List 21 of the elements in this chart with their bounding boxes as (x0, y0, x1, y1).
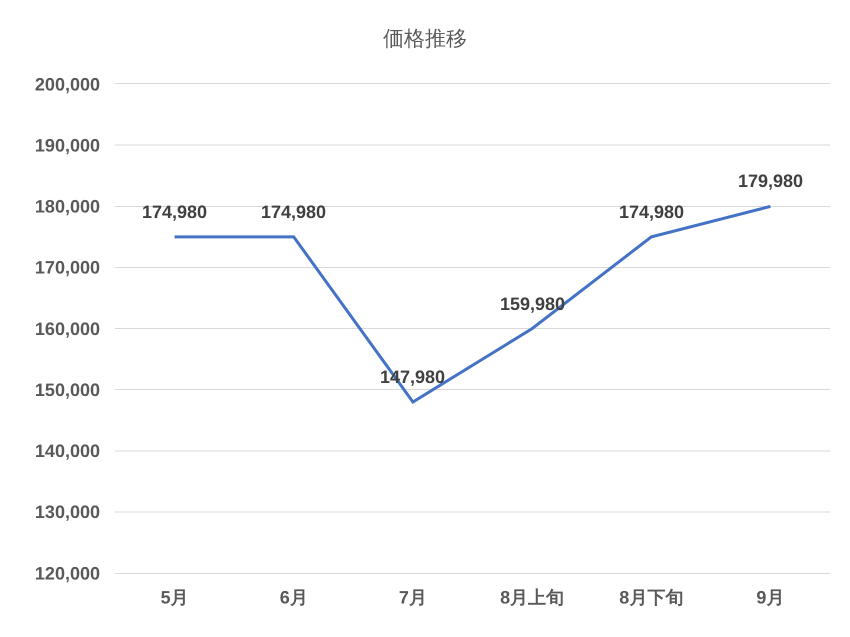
data-label: 174,980 (142, 202, 208, 222)
x-tick-label: 5月 (160, 588, 189, 608)
x-tick-label: 7月 (398, 588, 427, 608)
y-tick-label: 120,000 (34, 563, 100, 584)
y-tick-label: 140,000 (34, 441, 100, 462)
x-tick-label: 6月 (280, 588, 308, 608)
y-tick-label: 150,000 (34, 380, 100, 400)
data-label: 159,980 (500, 294, 566, 314)
x-tick-label: 8月下旬 (619, 588, 684, 608)
x-tick-label: 8月上旬 (500, 588, 564, 608)
y-tick-label: 180,000 (34, 196, 100, 217)
y-tick-label: 160,000 (34, 318, 100, 339)
y-tick-label: 130,000 (34, 502, 100, 522)
data-label: 174,980 (261, 202, 326, 222)
data-label: 174,980 (619, 202, 684, 222)
y-tick-label: 170,000 (34, 258, 100, 278)
y-tick-label: 200,000 (34, 74, 100, 94)
y-tick-label: 190,000 (34, 135, 100, 156)
chart-title: 価格推移 (383, 28, 467, 51)
x-tick-label: 9月 (756, 588, 784, 608)
data-label: 179,980 (738, 171, 804, 191)
